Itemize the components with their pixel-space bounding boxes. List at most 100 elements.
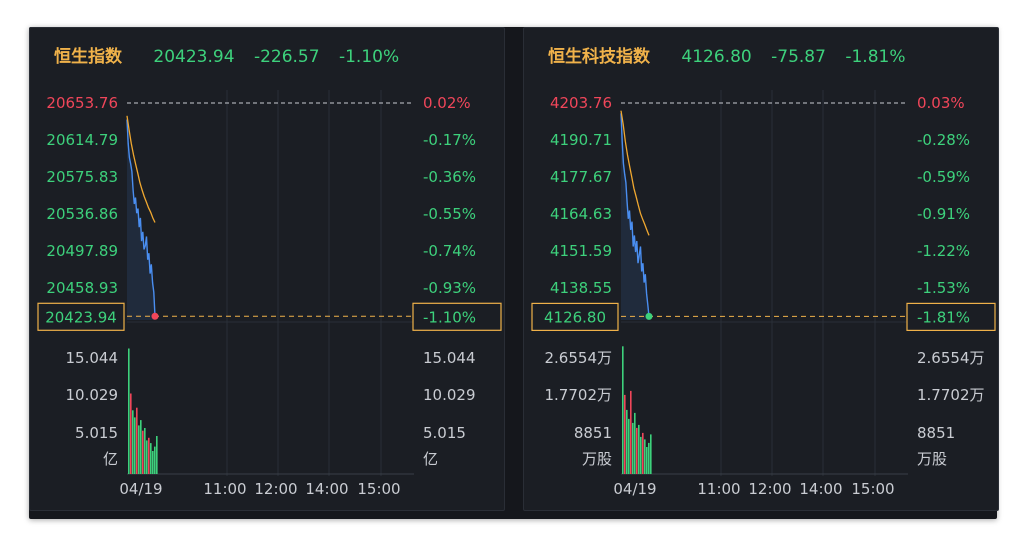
price-area [621, 113, 649, 321]
volume-bar [156, 436, 158, 474]
volume-bar [144, 428, 146, 474]
volume-tick-label: 8851 [917, 424, 955, 442]
time-tick-label: 11:00 [203, 480, 246, 498]
volume-tick-label: 1.7702万 [545, 386, 613, 404]
average-price-line [620, 110, 650, 236]
volume-tick-label: 1.7702万 [917, 386, 985, 404]
volume-tick-label: 亿 [423, 450, 438, 468]
time-tick-label: 15:00 [357, 480, 400, 498]
price-tick-label: 4164.63 [550, 205, 612, 223]
volume-tick-label: 万股 [917, 450, 947, 468]
current-pct-label: -1.10% [423, 308, 476, 326]
volume-bar [622, 346, 624, 474]
pct-tick-label: -0.36% [423, 168, 476, 186]
pct-tick-label: -1.53% [917, 279, 970, 297]
volume-bar [148, 437, 150, 474]
price-line [126, 119, 156, 317]
volume-bar [130, 393, 132, 474]
volume-tick-label: 5.015 [75, 424, 118, 442]
current-price-label: 4126.80 [544, 308, 606, 326]
volume-tick-label: 10.029 [423, 386, 476, 404]
volume-bar [634, 412, 636, 474]
time-tick-label: 04/19 [119, 480, 162, 498]
index-name[interactable]: 恒生科技指数 [548, 47, 650, 67]
index-price: 20423.94 [153, 47, 235, 67]
volume-bar [632, 422, 634, 474]
volume-bar [150, 443, 152, 474]
chart-canvas: 恒生指数 20423.94 -226.57 -1.10% 20653.76 206… [29, 27, 999, 519]
pct-tick-label: -0.74% [423, 242, 476, 260]
volume-tick-label: 8851 [574, 424, 612, 442]
volume-tick-label: 15.044 [423, 349, 476, 367]
current-price-box [37, 302, 125, 331]
average-price-line [126, 115, 156, 223]
volume-bar [628, 418, 630, 474]
volume-bar [134, 417, 136, 474]
pct-tick-label: -0.28% [917, 131, 970, 149]
time-tick-label: 14:00 [799, 480, 842, 498]
last-price-marker [151, 312, 159, 320]
time-tick-label: 11:00 [697, 480, 740, 498]
volume-bar [142, 430, 144, 474]
price-line [620, 113, 650, 317]
volume-tick-label: 2.6554万 [917, 349, 985, 367]
volume-bar [154, 446, 156, 474]
pct-tick-label: -0.17% [423, 131, 476, 149]
volume-bar [136, 407, 138, 474]
price-tick-label: 4138.55 [550, 279, 612, 297]
price-tick-label: 20536.86 [46, 205, 118, 223]
price-tick-label: 20614.79 [46, 131, 118, 149]
time-tick-label: 04/19 [613, 480, 656, 498]
pct-tick-label: -0.59% [917, 168, 970, 186]
price-tick-label: 20653.76 [46, 94, 118, 112]
pct-tick-label: -0.93% [423, 279, 476, 297]
hsi-chart-svg[interactable]: 20653.76 20614.79 20575.83 20536.86 20497.89… [30, 28, 504, 510]
volume-bar [636, 427, 638, 474]
price-tick-label: 4203.76 [550, 94, 612, 112]
volume-bar [132, 410, 134, 474]
index-change-pct: -1.81% [845, 47, 906, 67]
volume-bar [626, 409, 628, 474]
current-price-box [531, 302, 619, 331]
hstech-chart-panel: 恒生科技指数 4126.80 -75.87 -1.81% 4203.76 4190… [523, 27, 999, 511]
volume-bar [152, 451, 154, 474]
last-price-marker [645, 312, 653, 320]
current-pct-box [412, 302, 502, 331]
volume-bar [140, 420, 142, 474]
index-name[interactable]: 恒生指数 [54, 47, 122, 67]
volume-bar [630, 390, 632, 474]
volume-tick-label: 15.044 [66, 349, 119, 367]
time-tick-label: 12:00 [748, 480, 791, 498]
volume-bar [642, 432, 644, 474]
volume-bar [138, 425, 140, 474]
current-price-label: 20423.94 [45, 308, 117, 326]
volume-bar [646, 447, 648, 474]
pct-tick-label: 0.02% [423, 94, 471, 112]
price-tick-label: 20458.93 [46, 279, 118, 297]
volume-tick-label: 亿 [103, 450, 118, 468]
pct-tick-label: -0.55% [423, 205, 476, 223]
volume-bar [640, 436, 642, 474]
price-tick-label: 4190.71 [550, 131, 612, 149]
price-area [127, 119, 155, 320]
volume-tick-label: 5.015 [423, 424, 466, 442]
hstech-chart-svg[interactable]: 4203.76 4190.71 4177.67 4164.63 4151.59 4138.… [524, 28, 998, 510]
volume-bar [648, 442, 650, 474]
volume-bar [638, 424, 640, 474]
hsi-chart-panel: 恒生指数 20423.94 -226.57 -1.10% 20653.76 206… [29, 27, 505, 511]
current-pct-box [906, 302, 996, 331]
price-tick-label: 4151.59 [550, 242, 612, 260]
pct-tick-label: -0.91% [917, 205, 970, 223]
volume-bar [644, 439, 646, 474]
index-change: -75.87 [771, 47, 826, 67]
pct-tick-label: 0.03% [917, 94, 965, 112]
volume-tick-label: 万股 [582, 450, 612, 468]
price-tick-label: 20575.83 [46, 168, 118, 186]
volume-tick-label: 10.029 [66, 386, 119, 404]
volume-tick-label: 2.6554万 [545, 349, 613, 367]
index-price: 4126.80 [681, 47, 752, 67]
index-change-pct: -1.10% [338, 47, 400, 67]
volume-bar [146, 440, 148, 474]
index-change: -226.57 [253, 47, 320, 67]
time-tick-label: 14:00 [305, 480, 348, 498]
